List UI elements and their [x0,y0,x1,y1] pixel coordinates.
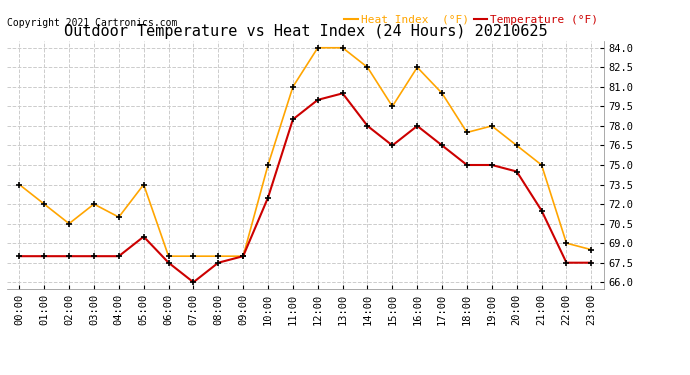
Text: Copyright 2021 Cartronics.com: Copyright 2021 Cartronics.com [7,18,177,28]
Legend: Heat Index  (°F), Temperature (°F): Heat Index (°F), Temperature (°F) [344,15,598,25]
Title: Outdoor Temperature vs Heat Index (24 Hours) 20210625: Outdoor Temperature vs Heat Index (24 Ho… [63,24,547,39]
